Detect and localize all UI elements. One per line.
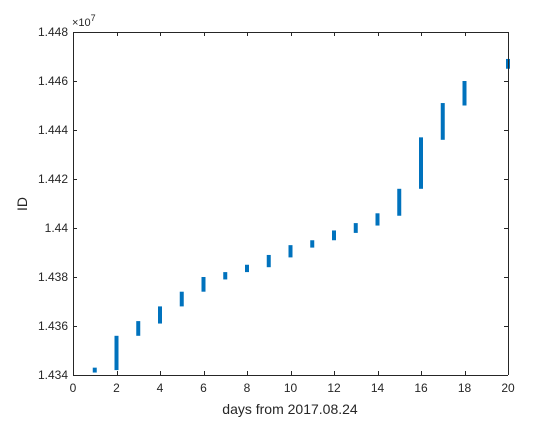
x-axis-label: days from 2017.08.24	[222, 401, 358, 417]
y-tick-label-4: 1.442	[38, 172, 68, 186]
y-tick-label-7: 1.448	[38, 25, 68, 39]
x-tick-label-0: 0	[70, 381, 77, 395]
x-tick-label-5: 10	[284, 381, 298, 395]
x-tick-label-7: 14	[371, 381, 385, 395]
axes-layer	[73, 32, 509, 376]
x-tick-label-9: 18	[458, 381, 472, 395]
plot-area	[73, 32, 508, 375]
y-tick-label-3: 1.44	[45, 221, 69, 235]
x-tick-label-6: 12	[327, 381, 341, 395]
y-exponent-label: ×107	[72, 13, 96, 29]
y-tick-label-5: 1.444	[38, 123, 68, 137]
y-tick-label-6: 1.446	[38, 74, 68, 88]
x-tick-label-4: 8	[244, 381, 251, 395]
y-ticks: 1.434 1.436 1.438 1.44 1.442 1.444 1.446 1.448	[38, 25, 508, 382]
x-tick-label-10: 20	[501, 381, 515, 395]
y-exponent-power: 7	[91, 13, 96, 23]
y-tick-label-1: 1.436	[38, 319, 68, 333]
y-axis-label: ID	[14, 197, 30, 211]
x-tick-label-1: 2	[113, 381, 120, 395]
x-ticks: 0 2 4 6 8 10 12 14 16 18 20	[70, 32, 515, 395]
y-exponent-base: ×10	[72, 17, 91, 29]
x-tick-label-8: 16	[414, 381, 428, 395]
y-tick-label-2: 1.438	[38, 270, 68, 284]
y-tick-label-0: 1.434	[38, 368, 68, 382]
x-tick-label-2: 4	[157, 381, 164, 395]
x-tick-label-3: 6	[200, 381, 207, 395]
